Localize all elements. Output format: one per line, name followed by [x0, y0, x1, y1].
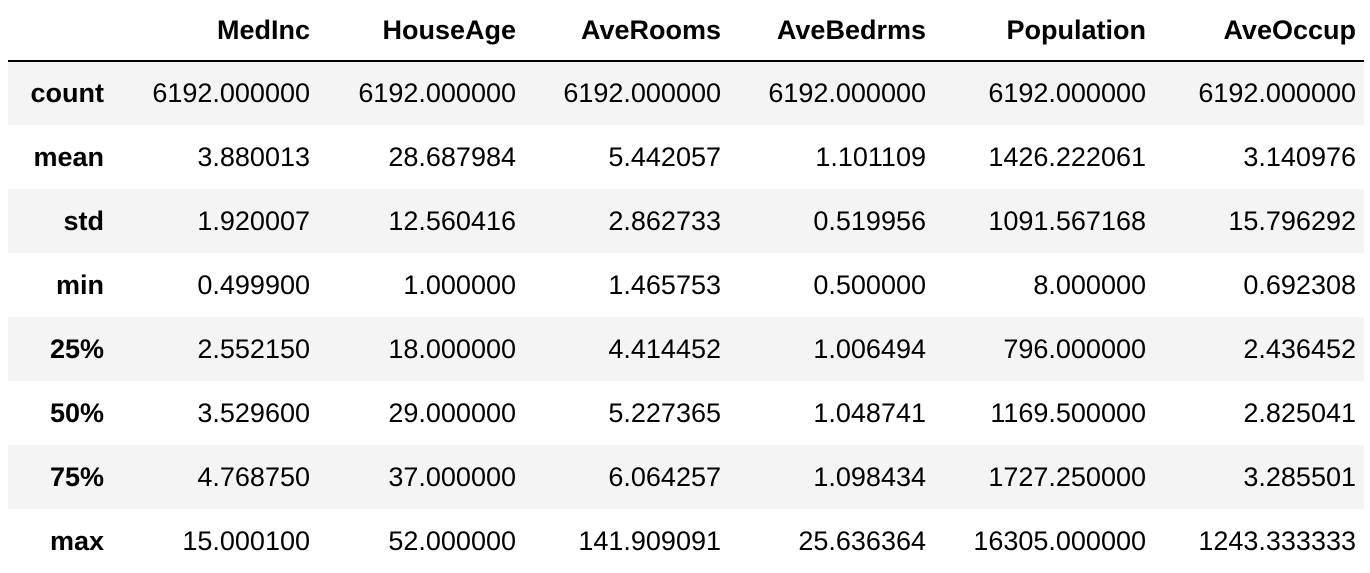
table-cell: 1727.250000 [988, 461, 1146, 492]
table-row: min 0.499900 1.000000 1.465753 0.500000 … [8, 253, 1364, 317]
table-cell: 0.692308 [1243, 269, 1356, 300]
table-cell: 6192.000000 [768, 78, 926, 108]
table-cell: 1.101109 [815, 141, 926, 172]
table-cell: 6192.000000 [152, 78, 310, 108]
table-cell: 2.436452 [1243, 333, 1356, 364]
table-cell: 4.414452 [608, 333, 721, 364]
table-cell: 6.064257 [608, 461, 721, 492]
table-row: count 6192.000000 6192.000000 6192.00000… [8, 61, 1364, 125]
table-cell: 28.687984 [388, 141, 516, 172]
row-label: mean [33, 141, 104, 172]
table-cell: 0.500000 [813, 269, 926, 300]
row-label: min [55, 269, 104, 300]
table-cell: 796.000000 [1003, 333, 1146, 364]
table-cell: 141.909091 [578, 525, 721, 556]
table-cell: 2.862733 [608, 205, 721, 236]
row-label: max [49, 525, 104, 556]
table-cell: 1.465753 [608, 269, 721, 300]
table-cell: 52.000000 [388, 525, 516, 556]
table-cell: 37.000000 [388, 461, 516, 492]
column-header: Population [934, 0, 1154, 62]
table-body: count 6192.000000 6192.000000 6192.00000… [8, 61, 1364, 573]
table-cell: 8.000000 [1033, 269, 1146, 300]
table-cell: 1.006494 [813, 333, 926, 364]
column-header: HouseAge [318, 0, 524, 62]
table-row: std 1.920007 12.560416 2.862733 0.519956… [8, 189, 1364, 253]
table-cell: 12.560416 [388, 205, 516, 236]
table-cell: 3.285501 [1243, 461, 1356, 492]
table-cell: 0.499900 [197, 269, 310, 300]
table-cell: 6192.000000 [563, 78, 721, 108]
describe-table: MedInc HouseAge AveRooms AveBedrms Popul… [8, 0, 1364, 573]
table-cell: 1.000000 [403, 269, 516, 300]
table-cell: 6192.000000 [1198, 78, 1356, 108]
column-header: AveBedrms [729, 0, 934, 62]
row-label: 50% [49, 397, 104, 428]
table-row: 50% 3.529600 29.000000 5.227365 1.048741… [8, 381, 1364, 445]
table-row: max 15.000100 52.000000 141.909091 25.63… [8, 509, 1364, 573]
table-cell: 18.000000 [388, 333, 516, 364]
table-cell: 1.048741 [813, 397, 926, 428]
table-row: mean 3.880013 28.687984 5.442057 1.10110… [8, 125, 1364, 189]
table-cell: 3.140976 [1243, 141, 1356, 172]
column-header: AveRooms [524, 0, 729, 62]
row-label: count [30, 78, 105, 108]
table-cell: 5.442057 [608, 141, 721, 172]
table-cell: 1243.333333 [1198, 525, 1356, 556]
table-cell: 1426.222061 [988, 141, 1146, 172]
table-cell: 25.636364 [798, 525, 926, 556]
row-label: 25% [49, 333, 104, 364]
table-row: 75% 4.768750 37.000000 6.064257 1.098434… [8, 445, 1364, 509]
table-cell: 0.519956 [813, 205, 926, 236]
table-header: MedInc HouseAge AveRooms AveBedrms Popul… [8, 0, 1364, 62]
table-cell: 1.920007 [197, 205, 310, 236]
table-cell: 3.880013 [197, 141, 310, 172]
table-cell: 1091.567168 [988, 205, 1146, 236]
table-cell: 4.768750 [197, 461, 310, 492]
table-row: 25% 2.552150 18.000000 4.414452 1.006494… [8, 317, 1364, 381]
table-cell: 1169.500000 [990, 397, 1146, 428]
column-header: MedInc [120, 0, 318, 62]
table-cell: 2.825041 [1243, 397, 1356, 428]
table-cell: 5.227365 [608, 397, 721, 428]
table-cell: 3.529600 [197, 397, 310, 428]
index-header [8, 0, 120, 62]
table-cell: 29.000000 [388, 397, 516, 428]
column-header: AveOccup [1154, 0, 1364, 62]
dataframe-output: MedInc HouseAge AveRooms AveBedrms Popul… [8, 0, 1364, 573]
table-cell: 6192.000000 [358, 78, 516, 108]
row-label: 75% [49, 461, 104, 492]
table-cell: 15.796292 [1228, 205, 1356, 236]
table-cell: 16305.000000 [973, 525, 1146, 556]
table-cell: 15.000100 [182, 525, 310, 556]
table-cell: 1.098434 [813, 461, 926, 492]
table-cell: 6192.000000 [988, 78, 1146, 108]
table-cell: 2.552150 [197, 333, 310, 364]
row-label: std [63, 205, 105, 236]
header-row: MedInc HouseAge AveRooms AveBedrms Popul… [8, 0, 1364, 62]
